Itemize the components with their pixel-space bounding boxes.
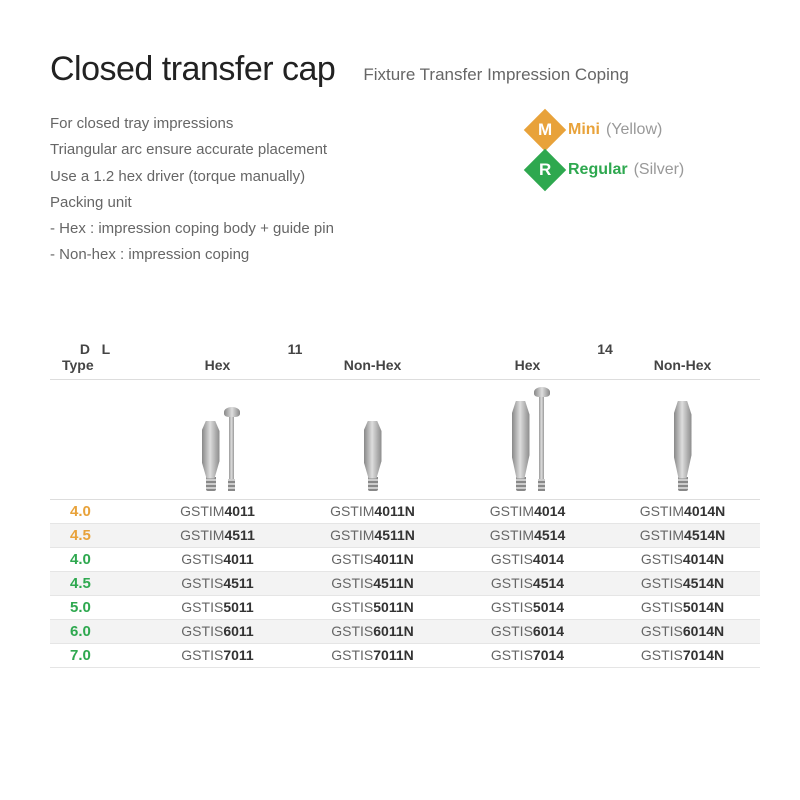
product-code: GSTIM4514 [450,524,605,547]
product-code: GSTIS7011 [140,644,295,667]
header: Closed transfer cap Fixture Transfer Imp… [50,50,760,89]
col-hex-14: Hex [450,357,605,379]
legend-regular: R Regular (Silver) [530,155,760,185]
product-code: GSTIS5011 [140,596,295,619]
table-row: 4.0GSTIM4011GSTIM4011NGSTIM4014GSTIM4014… [50,500,760,524]
product-code: GSTIS6011 [140,620,295,643]
product-code: GSTIS4014 [450,548,605,571]
product-code: GSTIS4514N [605,572,760,595]
col-d-l: D L [50,339,140,357]
regular-badge-icon: R [524,149,566,191]
page-title: Closed transfer cap [50,50,335,89]
diameter-cell: 4.0 [50,548,140,571]
col-nonhex-11: Non-Hex [295,357,450,379]
product-code: GSTIS6011N [295,620,450,643]
legend-regular-label: Regular [568,161,628,179]
page-subtitle: Fixture Transfer Impression Coping [363,65,629,85]
diameter-cell: 6.0 [50,620,140,643]
legend-mini-label: Mini [568,121,600,139]
table-icon-row [50,380,760,500]
product-code: GSTIS7014 [450,644,605,667]
legend-mini-note: (Yellow) [606,121,662,139]
mini-badge-icon: M [524,109,566,151]
table-row: 4.5GSTIS4511GSTIS4511NGSTIS4514GSTIS4514… [50,572,760,596]
product-code: GSTIS4011 [140,548,295,571]
implant-hex-14-icon [450,380,605,499]
product-code: GSTIM4511N [295,524,450,547]
diameter-cell: 5.0 [50,596,140,619]
product-code: GSTIM4514N [605,524,760,547]
implant-nonhex-14-icon [605,380,760,499]
legend-regular-note: (Silver) [634,161,685,179]
col-hex-11: Hex [140,357,295,379]
product-code: GSTIS7011N [295,644,450,667]
col-type: Type [50,357,140,379]
description-line: Packing unit [50,190,530,216]
description-line: For closed tray impressions [50,111,530,137]
implant-nonhex-11-icon [295,380,450,499]
product-table: D L 11 14 Type Hex Non-Hex Hex Non-Hex 4… [50,339,760,668]
col-nonhex-14: Non-Hex [605,357,760,379]
product-code: GSTIM4011N [295,500,450,523]
description-line: Use a 1.2 hex driver (torque manually) [50,164,530,190]
legend: M Mini (Yellow) R Regular (Silver) [530,111,760,269]
product-code: GSTIS4511N [295,572,450,595]
description-line: - Hex : impression coping body + guide p… [50,216,530,242]
table-row: 7.0GSTIS7011GSTIS7011NGSTIS7014GSTIS7014… [50,644,760,668]
product-code: GSTIS6014 [450,620,605,643]
description-list: For closed tray impressionsTriangular ar… [50,111,530,269]
intro-block: For closed tray impressionsTriangular ar… [50,111,760,269]
table-row: 4.0GSTIS4011GSTIS4011NGSTIS4014GSTIS4014… [50,548,760,572]
product-code: GSTIS4011N [295,548,450,571]
diameter-cell: 4.5 [50,572,140,595]
diameter-cell: 4.5 [50,524,140,547]
product-code: GSTIS5014 [450,596,605,619]
product-code: GSTIS4014N [605,548,760,571]
implant-hex-11-icon [140,380,295,499]
table-type-header: Type Hex Non-Hex Hex Non-Hex [50,357,760,380]
col-group-11: 11 [140,339,450,357]
diameter-cell: 4.0 [50,500,140,523]
product-code: GSTIM4511 [140,524,295,547]
product-code: GSTIS6014N [605,620,760,643]
col-group-14: 14 [450,339,760,357]
product-code: GSTIS5011N [295,596,450,619]
description-line: - Non-hex : impression coping [50,242,530,268]
product-code: GSTIS4511 [140,572,295,595]
product-code: GSTIS4514 [450,572,605,595]
table-row: 4.5GSTIM4511GSTIM4511NGSTIM4514GSTIM4514… [50,524,760,548]
table-row: 5.0GSTIS5011GSTIS5011NGSTIS5014GSTIS5014… [50,596,760,620]
product-code: GSTIM4011 [140,500,295,523]
product-code: GSTIS7014N [605,644,760,667]
table-group-header: D L 11 14 [50,339,760,357]
product-code: GSTIM4014 [450,500,605,523]
product-code: GSTIS5014N [605,596,760,619]
product-code: GSTIM4014N [605,500,760,523]
table-row: 6.0GSTIS6011GSTIS6011NGSTIS6014GSTIS6014… [50,620,760,644]
description-line: Triangular arc ensure accurate placement [50,137,530,163]
diameter-cell: 7.0 [50,644,140,667]
legend-mini: M Mini (Yellow) [530,115,760,145]
